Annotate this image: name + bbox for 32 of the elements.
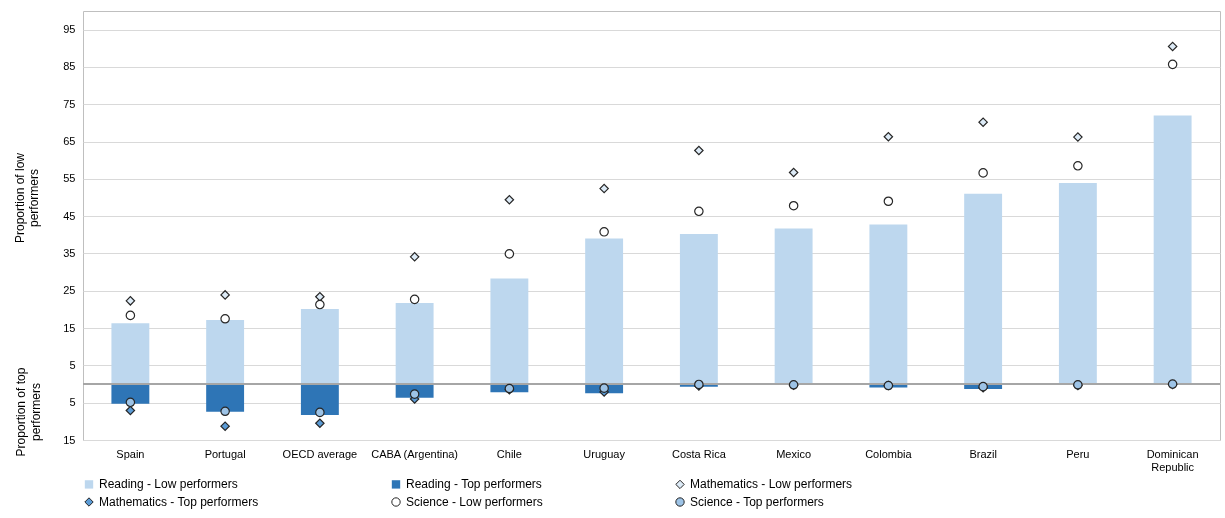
x-tick-label: Brazil	[969, 447, 997, 460]
x-tick-label: Spain	[116, 447, 145, 460]
x-tick-label: Chile	[496, 447, 522, 460]
y-tick-label: 15	[63, 321, 76, 334]
y-axis-title: Proportion of low performers	[13, 152, 42, 244]
y-tick-label: 35	[63, 246, 76, 259]
y-tick-label: 15	[63, 433, 76, 446]
legend-label: Science - Top performers	[690, 495, 824, 509]
y-tick-label: 45	[63, 209, 76, 222]
y-tick-label: 85	[63, 60, 76, 73]
legend-label: Mathematics - Top performers	[99, 495, 259, 509]
y-tick-label: 65	[63, 135, 76, 148]
y-tick-label: 25	[63, 284, 76, 297]
legend-label: Reading - Top performers	[406, 477, 542, 492]
legend-label: Science - Low performers	[406, 495, 543, 509]
y-tick-label: 5	[69, 396, 76, 409]
y-tick-label: 95	[63, 23, 76, 36]
x-tick-label: Peru	[1066, 447, 1090, 460]
text: Proportion of top performers	[14, 367, 43, 457]
legend-label: Reading - Low performers	[99, 477, 238, 492]
x-tick-label: Uruguay	[583, 447, 626, 460]
y-tick-label: 5	[69, 358, 76, 371]
x-tick-label: Costa Rica	[671, 447, 727, 460]
x-tick-label: Mexico	[776, 447, 812, 460]
x-tick-label: CABA (Argentina)	[371, 447, 459, 460]
x-tick-label: Colombia	[865, 447, 913, 460]
y-tick-label: 55	[63, 172, 76, 185]
x-tick-label: Portugal	[204, 447, 246, 460]
y-tick-label: 75	[63, 97, 76, 110]
x-tick-label: Dominican Republic	[1146, 447, 1199, 473]
legend-label: Mathematics - Low performers	[690, 477, 853, 492]
x-tick-label: OECD average	[282, 447, 358, 460]
